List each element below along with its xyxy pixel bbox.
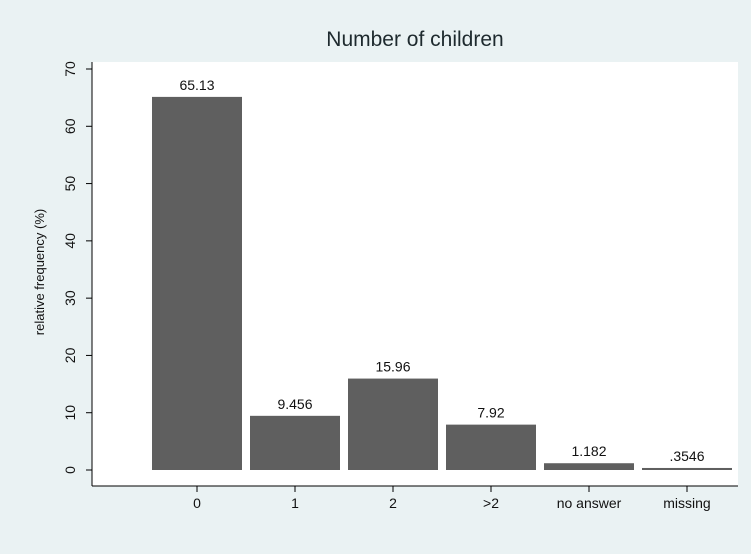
y-axis: 0 10 20 30 40 50 60 70 [62,61,93,486]
y-tick-label-50: 50 [62,176,78,192]
bar-value-label-4: 7.92 [477,405,504,421]
x-axis: 0 1 2 >2 no answer missing [92,485,738,511]
y-tick-label-70: 70 [62,61,78,77]
x-tick-label-4: >2 [483,495,499,511]
x-tick-label-5: no answer [557,495,622,511]
bars [152,96,732,471]
y-tick-label-30: 30 [62,290,78,306]
x-tick-label-3: 2 [389,495,397,511]
x-tick-label-2: 1 [291,495,299,511]
x-tick-label-6: missing [663,495,710,511]
y-tick-label-60: 60 [62,118,78,134]
y-tick-label-10: 10 [62,405,78,421]
y-tick-label-0: 0 [62,466,78,474]
bar-2 [250,415,340,470]
bar-value-label-1: 65.13 [179,77,214,93]
bar-1 [152,96,242,471]
bar-value-label-2: 9.456 [277,396,312,412]
bar-value-label-6: .3546 [669,448,704,464]
bar-3 [348,378,438,470]
bar-6 [642,467,732,470]
bar-value-labels: 65.13 9.456 15.96 7.92 1.182 .3546 [179,77,704,464]
bar-5 [544,463,634,470]
x-tick-label-1: 0 [193,495,201,511]
bar-value-label-3: 15.96 [375,359,410,375]
y-tick-label-20: 20 [62,347,78,363]
chart-title: Number of children [326,28,503,51]
y-tick-label-40: 40 [62,233,78,249]
bar-4 [446,424,536,470]
y-axis-label: relative frequency (%) [32,209,47,335]
bar-value-label-5: 1.182 [571,443,606,459]
